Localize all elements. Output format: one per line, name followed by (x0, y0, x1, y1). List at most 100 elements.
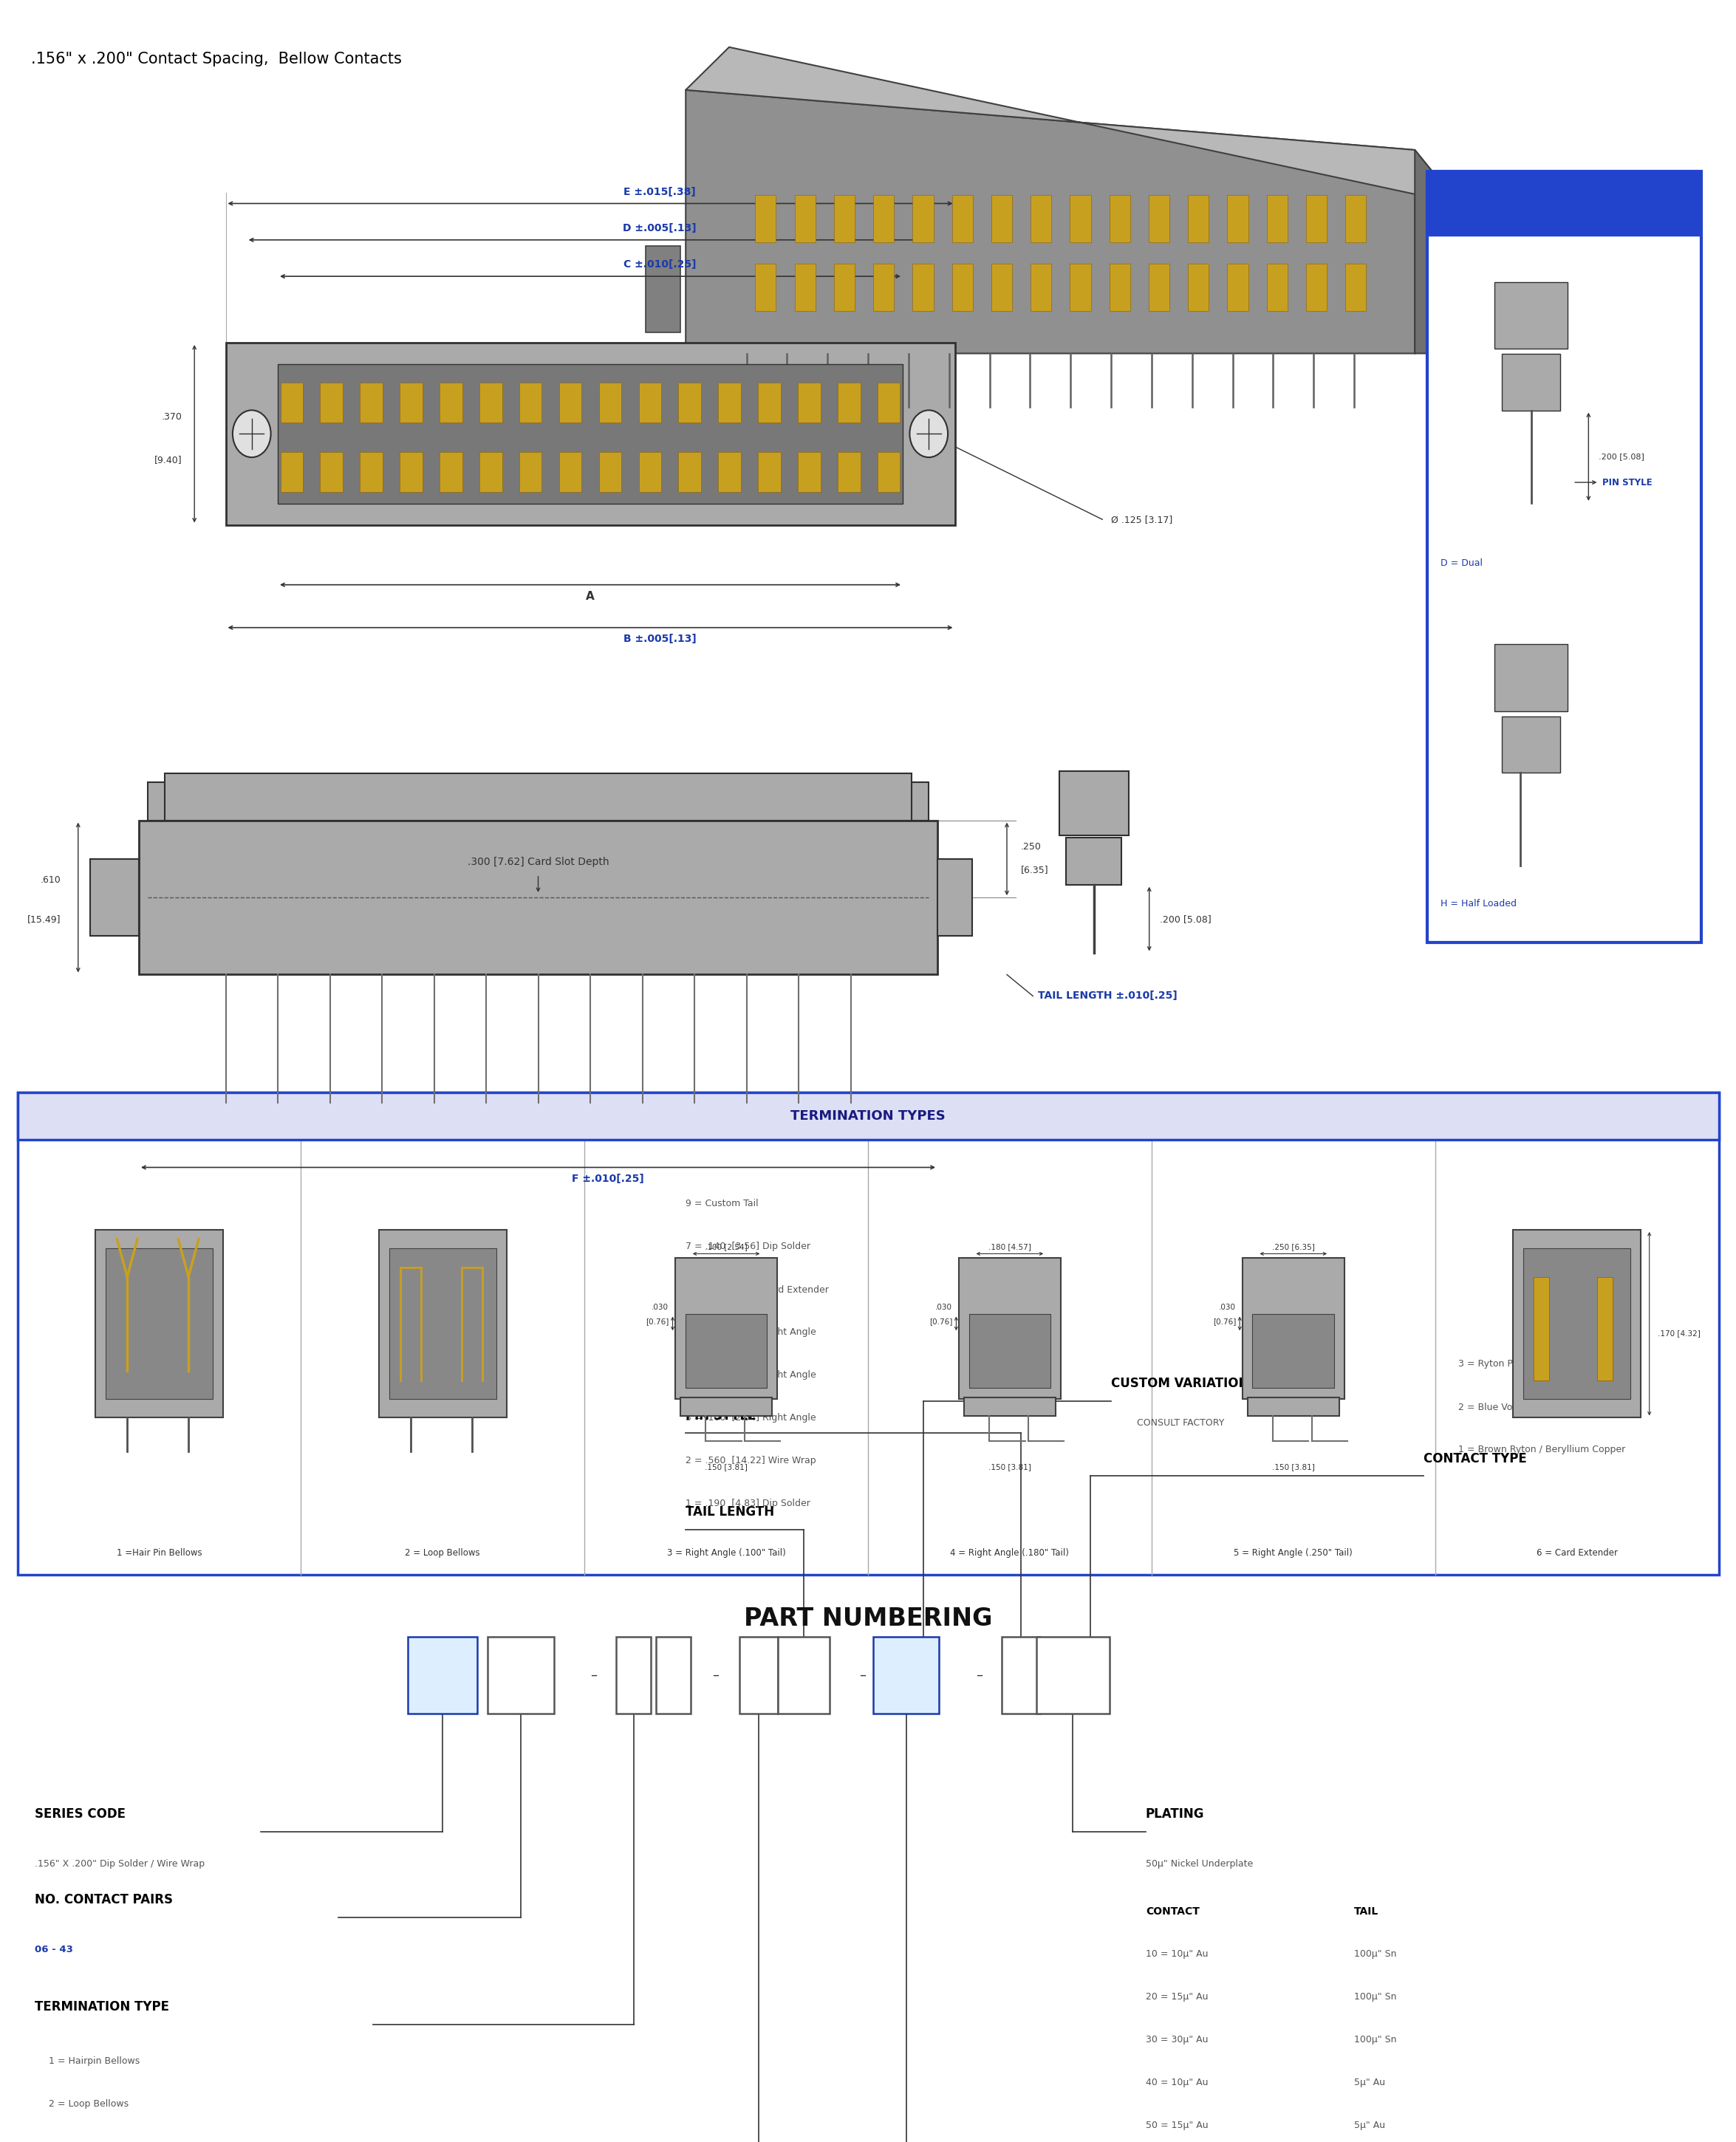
Bar (479, 383, 502, 422)
Bar (319, 383, 342, 422)
Text: 7 = .140  [3.56] Dip Solder: 7 = .140 [3.56] Dip Solder (686, 1242, 811, 1251)
Text: .156 [3.96] REF.: .156 [3.96] REF. (269, 1120, 342, 1129)
Polygon shape (1069, 195, 1090, 242)
Polygon shape (1149, 263, 1170, 311)
Polygon shape (1069, 263, 1090, 311)
Text: 2 = Blue Volox/ Phose Bronze: 2 = Blue Volox/ Phose Bronze (1458, 1403, 1594, 1412)
Bar (719, 383, 741, 422)
Text: –: – (976, 1669, 983, 1681)
Text: .030: .030 (936, 1304, 953, 1311)
Bar (759, 452, 781, 493)
Text: TERMINATION TYPES: TERMINATION TYPES (790, 1110, 946, 1122)
Text: C ±.010[.25]: C ±.010[.25] (623, 259, 696, 270)
Polygon shape (1345, 263, 1366, 311)
Text: NO. CONTACT PAIRS: NO. CONTACT PAIRS (35, 1894, 174, 1906)
Text: [9.40]: [9.40] (155, 454, 182, 465)
Text: 2 = .026 DIA.: 2 = .026 DIA. (686, 1360, 748, 1369)
Polygon shape (991, 195, 1012, 242)
Text: F ±.010[.25]: F ±.010[.25] (571, 1174, 644, 1185)
Text: 100μ" Sn: 100μ" Sn (1354, 1992, 1396, 2001)
Bar (519, 383, 542, 422)
Text: PIN STYLE: PIN STYLE (686, 1409, 757, 1422)
Polygon shape (833, 263, 854, 311)
Text: B ±.005[.13]: B ±.005[.13] (623, 634, 696, 645)
Bar (1522, 1249, 1630, 1399)
Bar (1427, 171, 1701, 236)
Text: 10 = 10μ" Au: 10 = 10μ" Au (1146, 1949, 1208, 1958)
Text: 3 = Ryton Phosphor: 3 = Ryton Phosphor (1458, 1360, 1550, 1369)
Bar (278, 364, 903, 503)
Bar (281, 383, 304, 422)
Bar (17, 1092, 1719, 1140)
Bar (378, 1230, 507, 1418)
Bar (1243, 1257, 1344, 1399)
Text: 6 = Card Extender: 6 = Card Extender (1536, 1549, 1618, 1557)
Text: .250: .250 (1021, 842, 1042, 850)
Text: 100μ" Sn: 100μ" Sn (1354, 1949, 1396, 1958)
Bar (359, 383, 382, 422)
Text: XX: XX (898, 1669, 915, 1681)
Text: H = Half Loaded: H = Half Loaded (1441, 900, 1517, 908)
Text: .370: .370 (161, 411, 182, 422)
Text: SERIES CODE: SERIES CODE (35, 1808, 125, 1821)
Text: 100μ" Sn: 100μ" Sn (1354, 2035, 1396, 2043)
Polygon shape (1345, 195, 1366, 242)
Text: CONTACT TYPE: CONTACT TYPE (1424, 1452, 1526, 1465)
Text: 5 = .250  [6.35] Right Angle: 5 = .250 [6.35] Right Angle (686, 1328, 816, 1337)
Bar (937, 859, 972, 936)
Bar (1495, 283, 1568, 349)
Text: .150 [3.81]: .150 [3.81] (1272, 1463, 1314, 1469)
Bar (599, 383, 621, 422)
Text: [15.49]: [15.49] (28, 915, 61, 923)
Text: .150 [3.81]: .150 [3.81] (705, 1463, 748, 1469)
Text: PART NUMBERING: PART NUMBERING (743, 1607, 993, 1630)
Text: –: – (590, 1669, 597, 1681)
Text: 30 = 30μ" Au: 30 = 30μ" Au (1146, 2035, 1208, 2043)
Polygon shape (1109, 195, 1130, 242)
Text: CUSTOM VARIATION: CUSTOM VARIATION (1111, 1377, 1248, 1390)
Text: XX: XX (514, 1669, 528, 1681)
Text: 2 = Loop Bellows: 2 = Loop Bellows (404, 1549, 481, 1557)
Text: 50 = 15μ" Au: 50 = 15μ" Au (1146, 2121, 1208, 2129)
Text: 32: 32 (434, 1669, 451, 1681)
Polygon shape (951, 195, 972, 242)
Bar (1418, 246, 1453, 332)
Text: 3 = .100  [2.54] Right Angle: 3 = .100 [2.54] Right Angle (686, 1414, 816, 1422)
Text: –: – (712, 1669, 719, 1681)
Polygon shape (795, 195, 816, 242)
Text: .170 [4.32]: .170 [4.32] (1658, 1330, 1701, 1337)
Bar (319, 452, 342, 493)
Polygon shape (991, 263, 1012, 311)
Circle shape (910, 411, 948, 458)
Text: 1 = .190  [4.83] Dip Solder: 1 = .190 [4.83] Dip Solder (686, 1499, 811, 1508)
Polygon shape (755, 263, 776, 311)
Text: [0.76]: [0.76] (929, 1317, 953, 1326)
Text: XXX: XXX (1061, 1669, 1085, 1681)
Bar (408, 1636, 477, 1714)
Polygon shape (1267, 195, 1288, 242)
Polygon shape (873, 263, 894, 311)
Bar (969, 1315, 1050, 1388)
Text: A: A (585, 591, 594, 602)
Text: 1 =Hair Pin Bellows: 1 =Hair Pin Bellows (116, 1549, 201, 1557)
Text: TAIL: TAIL (1354, 1906, 1378, 1917)
Bar (165, 773, 911, 820)
Text: 1 = Brown Ryton / Beryllium Copper: 1 = Brown Ryton / Beryllium Copper (1458, 1446, 1625, 1454)
Bar (95, 1230, 222, 1418)
Text: 3 = .015 x .025: 3 = .015 x .025 (686, 1317, 759, 1326)
Bar (439, 383, 462, 422)
Text: [0.76]: [0.76] (646, 1317, 668, 1326)
Bar (616, 1636, 651, 1714)
Text: PLATING: PLATING (1146, 1808, 1205, 1821)
Text: .610: .610 (40, 876, 61, 885)
Text: .300 [7.62] Card Slot Depth: .300 [7.62] Card Slot Depth (467, 857, 609, 868)
Text: 20 = 15μ" Au: 20 = 15μ" Au (1146, 1992, 1208, 2001)
Polygon shape (686, 47, 1458, 203)
Text: D = Dual: D = Dual (1441, 559, 1483, 568)
Polygon shape (1109, 263, 1130, 311)
Text: 5μ" Au: 5μ" Au (1354, 2121, 1385, 2129)
Bar (646, 246, 681, 332)
Bar (399, 383, 422, 422)
Bar (686, 1315, 767, 1388)
Polygon shape (1305, 263, 1326, 311)
